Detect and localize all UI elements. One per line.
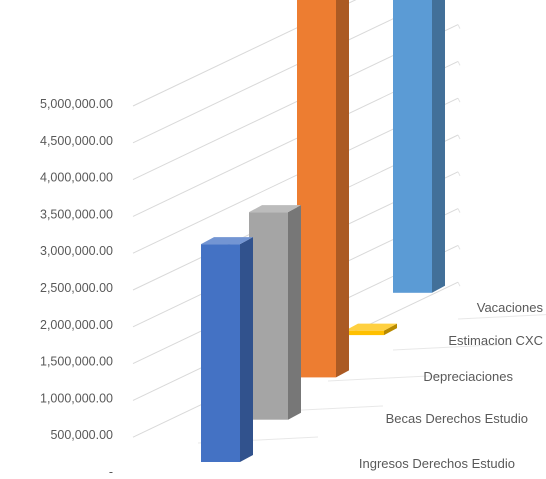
y-tick-label: 5,000,000.00 (40, 97, 113, 111)
bar-4 (393, 0, 445, 293)
gridline-side (457, 171, 461, 177)
gridline-side (457, 24, 461, 29)
gridline-side (457, 208, 461, 213)
bar-side (336, 0, 349, 378)
y-tick-label: 3,000,000.00 (40, 244, 113, 258)
bar-side (288, 205, 301, 420)
bars (201, 0, 445, 462)
bar-2 (297, 0, 349, 378)
y-tick-label: 3,500,000.00 (40, 207, 113, 221)
category-label: Vacaciones (477, 300, 544, 315)
bar-side (240, 237, 253, 462)
y-tick-label: 1,500,000.00 (40, 355, 113, 369)
y-axis-ticks: - 500,000.00 1,000,000.00 1,500,000.00 2,000… (40, 97, 113, 479)
category-label: Estimacion CXC (448, 333, 543, 348)
bar-front (345, 330, 384, 336)
bar-front (201, 244, 240, 462)
bar-side (432, 0, 445, 293)
gridline (132, 0, 357, 107)
y-tick-label: 2,000,000.00 (40, 318, 113, 332)
category-labels: Ingresos Derechos Estudio Becas Derechos … (359, 300, 544, 471)
floor-line (327, 374, 449, 382)
gridline-side (457, 245, 461, 250)
y-tick-label: 1,000,000.00 (40, 391, 113, 405)
bar-top (249, 205, 301, 213)
bar-0 (201, 237, 253, 462)
y-tick-label: 500,000.00 (50, 428, 113, 442)
category-label: Becas Derechos Estudio (386, 411, 528, 426)
category-label: Depreciaciones (423, 369, 513, 384)
gridline-side (457, 281, 461, 287)
y-tick-label: 2,500,000.00 (40, 281, 113, 295)
bar-top (345, 323, 397, 331)
bar-front (393, 0, 432, 293)
floor-line (457, 314, 546, 320)
y-tick-label: - (109, 465, 113, 474)
y-tick-label: 4,000,000.00 (40, 171, 113, 185)
gridline-side (457, 61, 461, 66)
category-label: Ingresos Derechos Estudio (359, 456, 515, 471)
y-tick-label: 4,500,000.00 (40, 134, 113, 148)
floor-line (392, 343, 514, 351)
bar-front (249, 212, 288, 420)
gridline-side (457, 134, 461, 140)
bar-front (297, 0, 336, 378)
gridline-side (457, 97, 461, 103)
bar-1 (249, 205, 301, 420)
bar-3 (345, 323, 397, 336)
bar-side (384, 323, 397, 336)
bar-top (201, 237, 253, 245)
